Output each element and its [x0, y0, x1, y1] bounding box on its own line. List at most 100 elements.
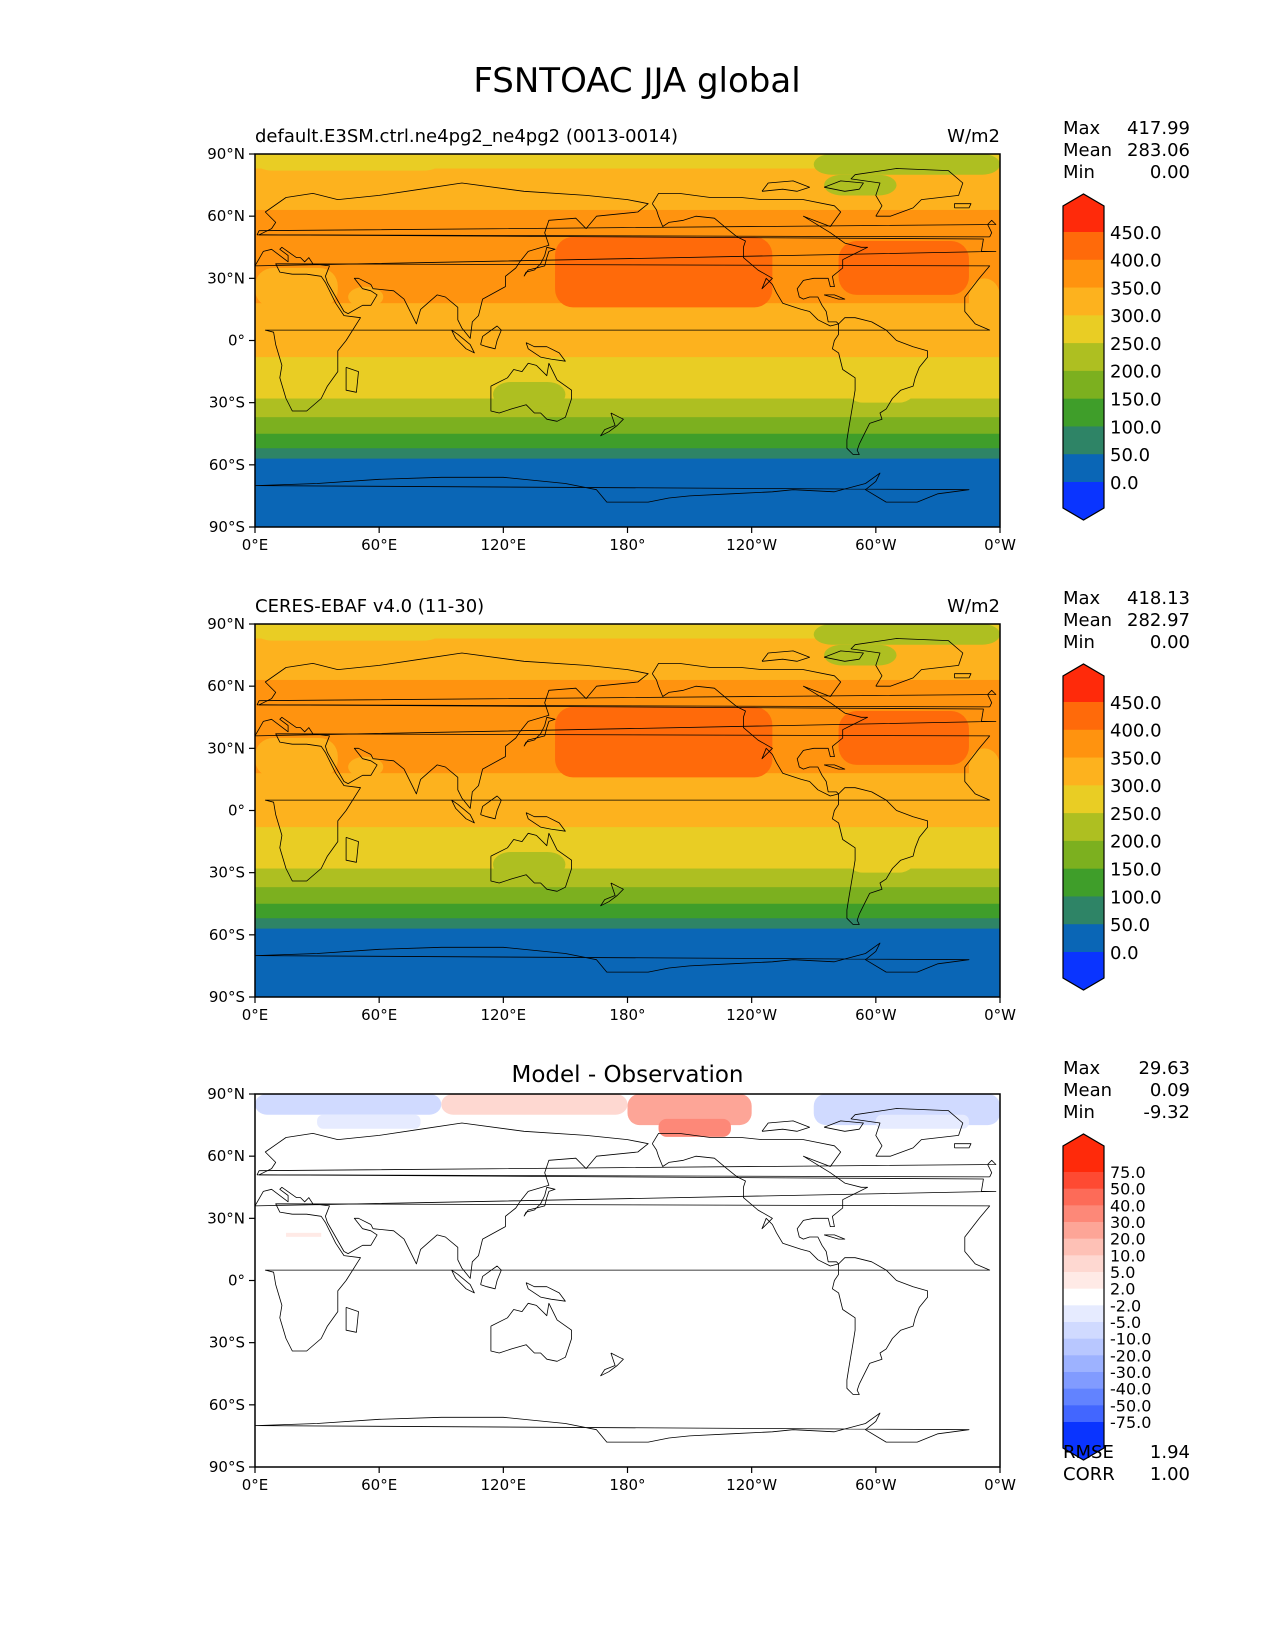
coastline [600, 412, 624, 437]
colorbar-label: 200.0 [1110, 832, 1162, 853]
field-region [824, 174, 897, 196]
colorbar-extend-min [1063, 1422, 1104, 1460]
diff-anomaly [286, 1232, 322, 1237]
colorbar-label: -20.0 [1110, 1346, 1151, 1365]
coastline [256, 1159, 997, 1178]
colorbar-segment [1063, 1272, 1104, 1290]
x-tick-label: 120°E [481, 1006, 527, 1024]
field-band [255, 793, 1000, 828]
diff-anomaly [627, 1094, 752, 1126]
x-tick-label: 60°E [361, 536, 397, 554]
x-tick-label: 60°W [855, 536, 897, 554]
y-tick-label: 60°N [207, 677, 245, 695]
field-region [492, 851, 566, 877]
x-tick-label: 0°E [242, 1476, 269, 1494]
stat-value: 0.00 [1150, 632, 1190, 653]
panels: 0°E 60°E 120°E 180° 120°W 60°W 0°W 90°N 60°N 30°N… [207, 118, 1190, 1494]
field-band [255, 398, 1000, 418]
colorbar-segment [1063, 287, 1104, 316]
coastline [823, 764, 846, 770]
colorbar-label: 450.0 [1110, 223, 1162, 244]
field-band [255, 433, 1000, 449]
coastline [600, 882, 624, 907]
coastline [823, 1120, 864, 1132]
diff-anomaly [255, 1094, 442, 1115]
colorbar-label: 250.0 [1110, 804, 1162, 825]
coastline [264, 1203, 991, 1352]
coastline [264, 263, 991, 412]
y-tick-label: 90°S [209, 518, 245, 536]
field-band [255, 827, 1000, 849]
colorbar-label: 100.0 [1110, 417, 1162, 438]
colorbar-label: 10.0 [1110, 1246, 1146, 1265]
field-band [255, 458, 1000, 516]
field-band [255, 514, 1000, 527]
stat-label: Max [1063, 118, 1101, 139]
colorbar-segment [1063, 1388, 1104, 1406]
field-region [255, 624, 442, 641]
field-region [813, 154, 1000, 175]
coastline [490, 362, 572, 422]
field-band [255, 928, 1000, 986]
colorbar-label: 2.0 [1110, 1280, 1135, 1299]
field-band [255, 209, 1000, 238]
coastline [761, 650, 810, 662]
colorbar-segment [1063, 729, 1104, 759]
stat-value: 0.00 [1150, 162, 1190, 183]
colorbar-outline [1062, 663, 1105, 991]
figure-title: FSNTOAC JJA global [473, 61, 800, 101]
x-tick-label: 0°W [984, 1006, 1016, 1024]
field-region [555, 236, 773, 308]
y-tick-label: 60°N [207, 1147, 245, 1165]
panel-units: W/m2 [947, 596, 1000, 617]
y-tick-label: 30°S [209, 1334, 245, 1352]
y-tick-label: 90°S [209, 1458, 245, 1476]
colorbar-label: 50.0 [1110, 915, 1150, 936]
colorbar-label: -30.0 [1110, 1363, 1151, 1382]
field-region [441, 624, 814, 637]
y-tick-label: 90°N [207, 1085, 245, 1103]
colorbar-label: 350.0 [1110, 278, 1162, 299]
colorbar: 75.050.040.030.020.010.05.02.0-2.0-5.0-1… [1062, 1133, 1151, 1461]
y-tick-label: 0° [228, 802, 245, 820]
coastline [525, 1282, 566, 1302]
colorbar-outline [1062, 193, 1105, 521]
coastline [600, 1352, 624, 1377]
colorbar-label: 300.0 [1110, 776, 1162, 797]
colorbar-label: 20.0 [1110, 1230, 1146, 1249]
coastline [850, 638, 964, 687]
colorbar-segment [1063, 1188, 1104, 1206]
coastline [761, 180, 810, 192]
colorbar-segment [1063, 757, 1104, 786]
coastline [954, 673, 972, 679]
stat-label: Mean [1063, 1080, 1112, 1101]
panel-reference: 0°E 60°E 120°E 180° 120°W 60°W 0°W 90°N 60°N 30°N… [207, 588, 1190, 1024]
stat-value: 1.00 [1150, 1464, 1190, 1485]
field-region [844, 361, 918, 403]
diff-anomaly [317, 1114, 421, 1129]
colorbar-extend-min [1063, 952, 1104, 990]
coastline [490, 832, 572, 892]
colorbar-segment [1063, 1172, 1104, 1190]
x-tick-label: 180° [609, 536, 645, 554]
x-tick-label: 120°W [726, 1006, 777, 1024]
x-tick-label: 0°W [984, 536, 1016, 554]
map-difference [255, 1094, 1000, 1467]
coastline [480, 325, 502, 350]
colorbar-segment [1063, 702, 1104, 731]
coastline [523, 1186, 556, 1217]
coastline [954, 203, 972, 209]
y-tick-label: 30°N [207, 1209, 245, 1227]
coastline [823, 1234, 846, 1240]
coastline [850, 168, 964, 217]
field-region [255, 154, 442, 171]
field-band [255, 357, 1000, 379]
field-region [255, 737, 338, 778]
field-band [255, 303, 1000, 325]
field-band [255, 417, 1000, 435]
coastline [255, 1122, 997, 1279]
stat-label: Min [1063, 632, 1095, 653]
field-band [255, 868, 1000, 888]
colorbar-segment [1063, 1405, 1104, 1423]
colorbar: 450.0 400.0 350.0 300.0 250.0 200.0 150.0 100.0… [1062, 193, 1162, 521]
